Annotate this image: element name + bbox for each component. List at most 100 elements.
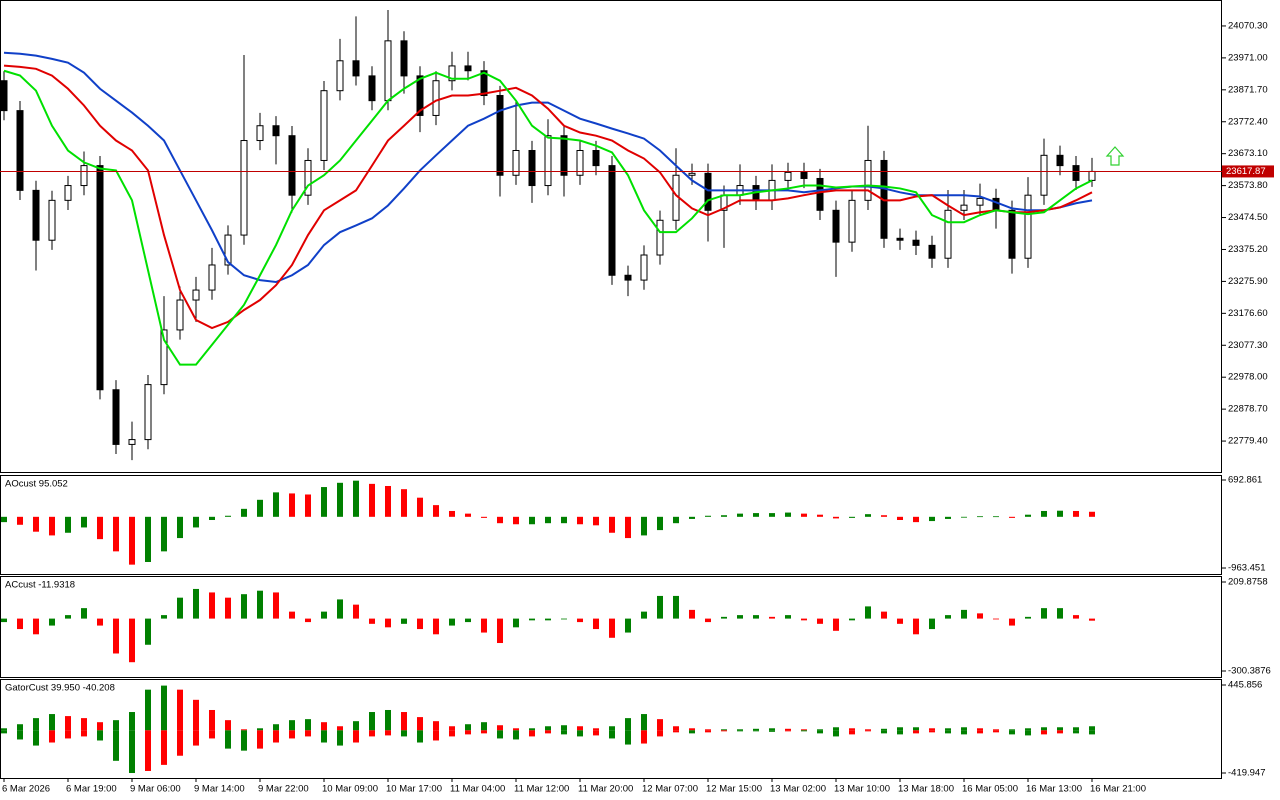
histogram-bar	[161, 730, 167, 765]
x-tick-label: 6 Mar 2026	[2, 784, 50, 795]
histogram-bar	[849, 730, 855, 735]
histogram-bar	[881, 515, 887, 517]
histogram-bar	[481, 730, 487, 734]
histogram-bar	[353, 721, 359, 731]
histogram-bar	[561, 516, 567, 524]
candle-body	[1040, 154, 1048, 196]
x-tick-label: 16 Mar 21:00	[1090, 784, 1146, 795]
histogram-bar	[129, 618, 135, 663]
histogram-bar	[961, 516, 967, 518]
histogram-bar	[945, 730, 951, 734]
price-label-box	[1222, 165, 1274, 178]
histogram-bar	[513, 618, 519, 628]
histogram-bar	[785, 615, 791, 619]
y-tick-label: 23077.30	[1228, 340, 1268, 351]
histogram-bar	[97, 618, 103, 626]
histogram-bar	[417, 497, 423, 517]
histogram-bar	[689, 728, 695, 731]
histogram-bar	[497, 516, 503, 524]
histogram-bar	[737, 729, 743, 731]
histogram-bar	[129, 712, 135, 731]
y-tick-label: 23971.00	[1228, 52, 1268, 63]
candle-body	[624, 274, 632, 281]
histogram-bar	[689, 730, 695, 734]
histogram-bar	[497, 618, 503, 644]
histogram-bar	[1073, 510, 1079, 517]
histogram-bar	[177, 689, 183, 731]
histogram-bar	[849, 516, 855, 518]
histogram-bar	[305, 719, 311, 731]
histogram-bar	[113, 618, 119, 654]
histogram-bar	[673, 726, 679, 731]
histogram-bar	[33, 730, 39, 746]
histogram-bar	[97, 722, 103, 731]
histogram-bar	[129, 730, 135, 774]
candle-body	[944, 209, 952, 259]
histogram-bar	[225, 730, 231, 749]
candle-body	[448, 65, 456, 82]
histogram-bar	[817, 730, 823, 734]
x-tick-label: 9 Mar 14:00	[194, 784, 245, 795]
histogram-bar	[1057, 730, 1063, 734]
candle-body	[288, 135, 296, 196]
histogram-bar	[513, 728, 519, 731]
histogram-bar	[753, 730, 759, 732]
histogram-bar	[481, 516, 487, 518]
histogram-bar	[1025, 514, 1031, 517]
histogram-bar	[609, 726, 615, 731]
candle-body	[480, 70, 488, 97]
histogram-bar	[417, 730, 423, 743]
histogram-bar	[401, 712, 407, 731]
histogram-bar	[273, 730, 279, 743]
histogram-bar	[817, 729, 823, 731]
candle-body	[512, 149, 520, 176]
histogram-bar	[113, 720, 119, 731]
candle-body	[640, 254, 648, 281]
ao-panel-border	[0, 475, 1222, 575]
candle-body	[656, 219, 664, 256]
histogram-bar	[1009, 730, 1015, 735]
histogram-bar	[913, 618, 919, 635]
histogram-bar	[385, 709, 391, 731]
histogram-bar	[1025, 730, 1031, 736]
histogram-bar	[833, 516, 839, 519]
histogram-bar	[913, 727, 919, 731]
histogram-bar	[305, 618, 311, 623]
candle-body	[336, 60, 344, 92]
histogram-bar	[929, 728, 935, 731]
histogram-bar	[465, 513, 471, 517]
histogram-bar	[881, 730, 887, 734]
candle-body	[976, 197, 984, 206]
candle-body	[1008, 209, 1016, 259]
histogram-bar	[449, 510, 455, 517]
x-tick-label: 6 Mar 19:00	[66, 784, 117, 795]
histogram-bar	[289, 493, 295, 517]
x-tick-label: 12 Mar 15:00	[706, 784, 762, 795]
y-tick-label: 22878.70	[1228, 404, 1268, 415]
histogram-bar	[1025, 728, 1031, 731]
candle-body	[192, 289, 200, 301]
histogram-bar	[449, 730, 455, 737]
histogram-bar	[241, 508, 247, 517]
candle-body	[0, 80, 8, 112]
histogram-bar	[129, 516, 135, 565]
histogram-bar	[481, 722, 487, 731]
histogram-bar	[81, 516, 87, 528]
histogram-bar	[1073, 615, 1079, 619]
histogram-bar	[657, 516, 663, 531]
histogram-bar	[977, 516, 983, 518]
histogram-bar	[833, 618, 839, 631]
candle-body	[592, 149, 600, 167]
histogram-bar	[801, 618, 807, 621]
panel-title: AOcust 95.052	[5, 479, 68, 490]
histogram-bar	[865, 730, 871, 732]
histogram-bar	[737, 730, 743, 732]
candle-body	[128, 439, 136, 445]
histogram-bar	[1089, 618, 1095, 621]
histogram-bar	[929, 516, 935, 522]
y-tick-label: 22779.40	[1228, 436, 1268, 447]
histogram-bar	[529, 730, 535, 737]
candle-body	[896, 237, 904, 241]
histogram-bar	[737, 615, 743, 619]
histogram-bar	[641, 611, 647, 619]
